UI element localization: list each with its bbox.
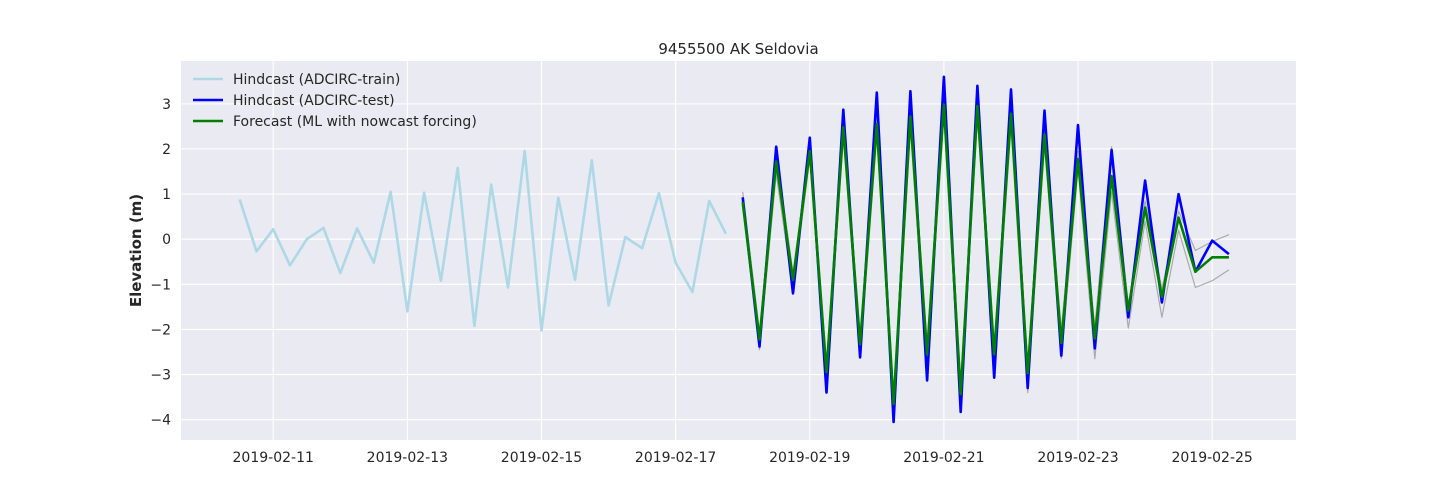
y-tick-label: −3 <box>150 368 171 384</box>
y-tick-label: −4 <box>150 413 171 429</box>
x-tick-label: 2019-02-19 <box>769 450 850 466</box>
y-tick-label: 0 <box>162 232 171 248</box>
x-tick-label: 2019-02-15 <box>501 450 582 466</box>
legend-label-test: Hindcast (ADCIRC-test) <box>233 93 395 109</box>
x-tick-label: 2019-02-23 <box>1037 450 1118 466</box>
legend-label-forecast: Forecast (ML with nowcast forcing) <box>233 114 477 130</box>
x-tick-label: 2019-02-25 <box>1171 450 1252 466</box>
series-layer <box>238 75 1230 424</box>
y-tick-label: 3 <box>162 97 171 113</box>
y-axis-label: Elevation (m) <box>127 194 145 307</box>
legend-label-train: Hindcast (ADCIRC-train) <box>233 72 400 88</box>
y-tick-label: −1 <box>150 277 171 293</box>
y-tick-label: 1 <box>162 187 171 203</box>
grid-lines <box>181 61 1296 440</box>
series-line-forecast <box>741 103 1229 406</box>
x-tick-label: 2019-02-11 <box>233 450 314 466</box>
chart-title: 9455500 AK Seldovia <box>658 40 818 58</box>
axis-ticks: 2019-02-11 2019-02-13 2019-02-15 2019-02-17… <box>150 97 1252 466</box>
legend: Hindcast (ADCIRC-train) Hindcast (ADCIRC… <box>193 72 477 130</box>
x-tick-label: 2019-02-13 <box>367 450 448 466</box>
x-tick-label: 2019-02-21 <box>903 450 984 466</box>
y-tick-label: 2 <box>162 142 171 158</box>
x-tick-label: 2019-02-17 <box>635 450 716 466</box>
y-tick-label: −2 <box>150 322 171 338</box>
series-line-hindcast-train <box>238 149 728 332</box>
